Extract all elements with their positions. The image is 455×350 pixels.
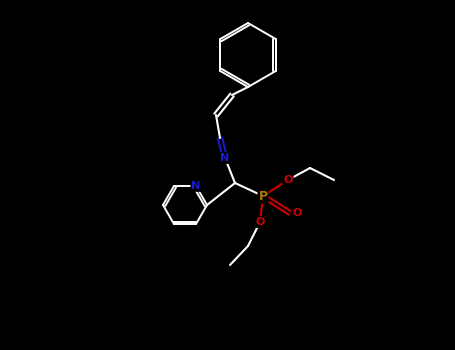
Text: N: N — [220, 153, 230, 163]
Text: O: O — [292, 208, 302, 218]
Text: N: N — [192, 181, 201, 191]
Text: O: O — [255, 217, 265, 227]
Text: O: O — [283, 175, 293, 185]
Text: P: P — [258, 189, 268, 203]
